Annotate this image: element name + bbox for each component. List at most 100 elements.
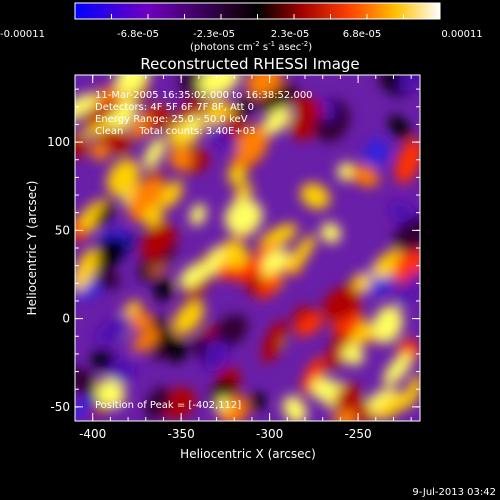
heatmap-blob: [294, 95, 323, 121]
y-tick-label: -50: [50, 400, 70, 414]
colorbar-tick-label-1: -6.8e-05: [117, 29, 159, 40]
heatmap-blob: [320, 222, 341, 244]
heatmap-blob: [95, 201, 114, 228]
heatmap-blob: [141, 222, 174, 262]
heatmap-blob: [258, 273, 282, 300]
heatmap-blob: [352, 272, 372, 293]
heatmap-blob: [362, 388, 400, 418]
colorbar-tick-label-0: -0.00011: [0, 29, 45, 40]
colorbar-tick-label-4: 6.8e-05: [343, 29, 381, 40]
heatmap-image: [75, 75, 420, 421]
heatmap-blob: [189, 203, 207, 226]
annotation-time-range: 11-Mar-2005 16:35:02.000 to 16:38:52.000: [95, 90, 313, 101]
heatmap-blob: [337, 162, 355, 181]
y-tick-label: 0: [62, 312, 70, 326]
heatmap-blob: [159, 180, 183, 209]
heatmap-blob: [310, 377, 337, 402]
heatmap-blob: [205, 339, 229, 364]
heatmap-blob: [75, 199, 109, 237]
heatmap-blob: [128, 204, 146, 221]
y-tick-label: 50: [55, 223, 70, 237]
annotation-detectors: Detectors: 4F 5F 6F 7F 8F, Att 0: [95, 102, 254, 113]
heatmap-blob: [95, 314, 135, 345]
heatmap-blob: [257, 223, 298, 252]
heatmap-blob: [147, 105, 172, 130]
heatmap-blob: [75, 93, 98, 124]
heatmap-blob: [282, 395, 308, 421]
heatmap-blob: [290, 116, 315, 141]
heatmap-blob: [215, 396, 230, 413]
heatmap-blob: [234, 94, 255, 121]
heatmap-blob: [178, 262, 209, 289]
heatmap-blob: [172, 300, 205, 335]
heatmap-blob: [168, 147, 195, 171]
y-axis-label: Heliocentric Y (arcsec): [25, 181, 39, 316]
heatmap-blob: [399, 75, 420, 92]
heatmap-blob: [153, 278, 174, 301]
heatmap-blob: [198, 75, 241, 97]
heatmap-blob: [261, 248, 290, 273]
heatmap-blob: [233, 184, 254, 202]
heatmap-blob: [129, 177, 165, 212]
colorbar-tick-label-2: -2.3e-05: [193, 29, 235, 40]
y-tick-label: 100: [47, 135, 70, 149]
annotation-clean-counts: Clean Total counts: 3.40E+03: [95, 126, 255, 137]
axis-ticks: [75, 75, 420, 421]
heatmap-blob: [181, 115, 204, 135]
colorbar-ticks: [74, 14, 441, 19]
heatmap-blob: [105, 98, 138, 135]
heatmap-blob: [375, 392, 410, 420]
x-tick-label: -350: [168, 427, 195, 441]
heatmap-blob: [350, 165, 380, 187]
heatmap-blob: [213, 314, 248, 348]
heatmap-blob: [75, 132, 88, 159]
annotation-energy-range: Energy Range: 25.0 - 50.0 keV: [95, 114, 248, 125]
heatmap-blob: [89, 142, 110, 161]
heatmap-blob: [106, 158, 140, 197]
heatmap-blob: [395, 138, 420, 184]
heatmap-blob: [143, 137, 166, 170]
heatmap-blob: [393, 216, 420, 253]
x-tick-label: -300: [256, 427, 283, 441]
heatmap-blob: [300, 182, 331, 210]
heatmap-blob: [101, 127, 131, 155]
heatmap-blob: [132, 329, 160, 353]
heatmap-blob: [259, 84, 298, 113]
heatmap-blob: [204, 246, 224, 277]
heatmap-blob: [326, 331, 350, 369]
heatmap-blob: [397, 270, 420, 308]
heatmap-blob: [107, 357, 136, 385]
x-tick-label: -400: [79, 427, 106, 441]
x-tick-label: -250: [344, 427, 371, 441]
footer-date: 9-Jul-2013 03:42: [412, 487, 496, 498]
heatmap-blob: [189, 152, 209, 171]
colorbar-tick-label-3: 2.3e-05: [271, 29, 309, 40]
heatmap-blob: [248, 393, 266, 410]
heatmap-blob: [388, 115, 411, 140]
heatmap-blob: [95, 268, 121, 290]
chart-title: Reconstructed RHESSI Image: [140, 55, 359, 73]
heatmap-blob: [286, 234, 316, 274]
heatmap-blob: [262, 106, 292, 135]
heatmap-blob: [351, 398, 374, 421]
heatmap-blob: [219, 239, 249, 268]
heatmap-blob: [372, 305, 403, 344]
heatmap-blob: [334, 383, 360, 412]
heatmap-blob: [295, 313, 324, 337]
colorbar-tick-label-5: 0.00011: [441, 29, 482, 40]
heatmap-blob: [82, 98, 121, 127]
heatmap-blob: [236, 125, 269, 164]
heatmap-blob: [145, 386, 171, 421]
heatmap-blob: [383, 352, 413, 386]
heatmap-blob: [75, 248, 99, 292]
heatmap-blob: [224, 198, 263, 235]
heatmap-blob: [301, 356, 326, 394]
heatmap-blob: [364, 139, 389, 166]
colorbar-unit-label: (photons cm-2 s-1 asec-2): [190, 40, 312, 53]
heatmap-blob: [227, 166, 247, 186]
heatmap-blob: [261, 319, 287, 364]
heatmap-blob: [341, 345, 365, 366]
annotation-peak-position: Position of Peak = [-402,112]: [95, 400, 241, 411]
heatmap-blob: [75, 366, 98, 397]
